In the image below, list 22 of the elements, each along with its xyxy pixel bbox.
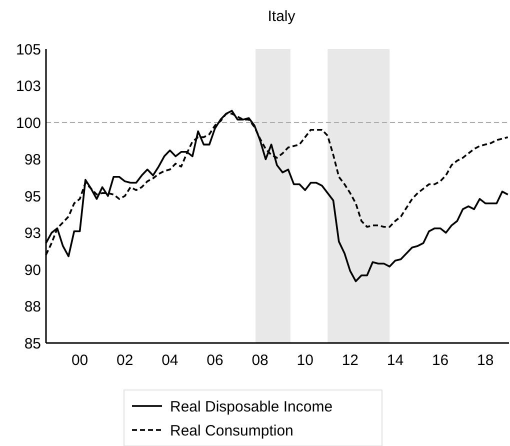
y-tick-label: 98 bbox=[24, 152, 41, 168]
x-tick-label: 14 bbox=[386, 352, 404, 369]
legend-label: Real Disposable Income bbox=[170, 398, 333, 416]
x-tick-label: 08 bbox=[252, 352, 268, 369]
x-tick-label: 02 bbox=[116, 352, 134, 369]
y-tick-label: 105 bbox=[16, 41, 41, 58]
x-tick-label: 06 bbox=[206, 352, 224, 369]
y-tick-label: 100 bbox=[16, 114, 41, 132]
y-tick-label: 88 bbox=[24, 298, 41, 316]
x-tick-label: 12 bbox=[342, 352, 359, 369]
x-tick-label: 04 bbox=[162, 352, 178, 369]
y-tick-label: 93 bbox=[24, 225, 41, 242]
x-tick-label: 10 bbox=[296, 352, 314, 369]
x-tick-label: 00 bbox=[71, 352, 88, 369]
y-tick-label: 90 bbox=[24, 262, 41, 279]
y-tick-label: 103 bbox=[16, 78, 41, 95]
chart-title: Italy bbox=[268, 8, 296, 25]
x-tick-label: 16 bbox=[432, 352, 449, 369]
legend-label: Real Consumption bbox=[170, 422, 294, 440]
y-tick-label: 85 bbox=[24, 335, 41, 352]
x-tick-label: 18 bbox=[477, 352, 494, 369]
y-tick-label: 95 bbox=[24, 188, 41, 206]
